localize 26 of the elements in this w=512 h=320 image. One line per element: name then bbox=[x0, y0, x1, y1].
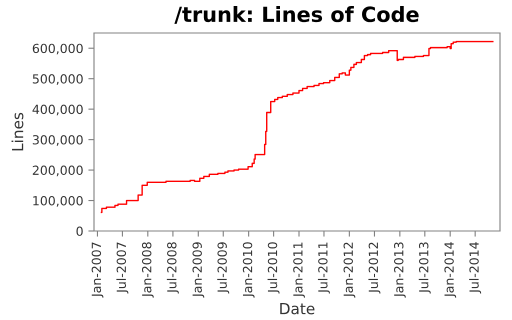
y-tick-label: 400,000 bbox=[32, 104, 83, 116]
x-tick-label: Jul-2013 bbox=[418, 242, 431, 294]
y-tick-label: 0 bbox=[76, 226, 83, 236]
x-tick-label: Jan-2007 bbox=[92, 242, 104, 298]
x-tick-label: Jul-2009 bbox=[217, 242, 230, 294]
x-tick-label: Jan-2013 bbox=[394, 242, 406, 298]
y-tick-label: 500,000 bbox=[32, 74, 83, 85]
x-tick-label: Jan-2012 bbox=[344, 242, 356, 298]
y-tick-label: 300,000 bbox=[32, 135, 83, 146]
x-tick-label: Jul-2012 bbox=[368, 242, 380, 294]
x-tick-label: Jul-2010 bbox=[268, 242, 280, 294]
y-tick-label: 200,000 bbox=[32, 166, 83, 176]
x-tick-label: Jan-2010 bbox=[242, 242, 255, 298]
x-tick-label: Jul-2011 bbox=[318, 242, 330, 294]
y-tick-label: 100,000 bbox=[33, 196, 83, 207]
x-tick-label: Jul-2007 bbox=[116, 242, 128, 294]
x-axis-title: Date bbox=[280, 303, 314, 314]
x-tick-label: Jan-2009 bbox=[192, 242, 204, 298]
chart-title: /trunk: Lines of Code bbox=[174, 6, 419, 24]
x-tick-label: Jan-2008 bbox=[142, 242, 154, 298]
y-axis-title: Lines bbox=[12, 112, 24, 150]
x-tick-label: Jan-2014 bbox=[444, 242, 456, 298]
x-tick-label: Jan-2011 bbox=[293, 242, 305, 298]
x-tick-label: Jul-2014 bbox=[469, 242, 482, 294]
y-tick-label: 600,000 bbox=[32, 44, 83, 54]
x-tick-label: Jul-2008 bbox=[166, 242, 179, 294]
